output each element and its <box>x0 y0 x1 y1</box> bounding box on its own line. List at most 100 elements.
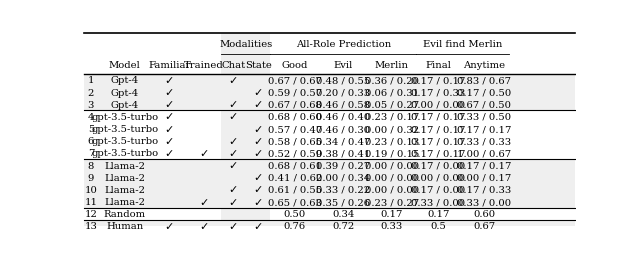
Text: 0.33 / 0.22: 0.33 / 0.22 <box>316 185 371 194</box>
Text: gpt-3.5-turbo: gpt-3.5-turbo <box>91 137 158 146</box>
Text: 6: 6 <box>88 137 94 146</box>
Bar <box>221 171 271 184</box>
Text: 0.58 / 0.65: 0.58 / 0.65 <box>268 137 322 146</box>
Bar <box>221 196 271 208</box>
Text: ✓: ✓ <box>164 88 174 98</box>
Text: 0.57 / 0.47: 0.57 / 0.47 <box>268 124 322 134</box>
Text: 0.61 / 0.55: 0.61 / 0.55 <box>268 185 322 194</box>
Text: ✓: ✓ <box>228 221 238 231</box>
Bar <box>221 123 271 135</box>
Text: 0.17 / 0.33: 0.17 / 0.33 <box>457 185 511 194</box>
Bar <box>221 184 271 196</box>
Text: 0.17 / 0.00: 0.17 / 0.00 <box>411 185 465 194</box>
Text: 12: 12 <box>84 210 97 218</box>
Text: ✓: ✓ <box>199 197 209 207</box>
Text: 0.05 / 0.27: 0.05 / 0.27 <box>365 100 419 109</box>
Bar <box>221 111 271 123</box>
Text: 0.00 / 0.00: 0.00 / 0.00 <box>365 185 419 194</box>
Text: 0.67: 0.67 <box>473 221 495 231</box>
Bar <box>84 196 575 208</box>
Text: ✓: ✓ <box>228 161 238 170</box>
Text: Gpt-4: Gpt-4 <box>111 88 139 97</box>
Text: 0.17 / 0.17: 0.17 / 0.17 <box>457 161 511 170</box>
Bar <box>221 135 271 147</box>
Text: 0.33: 0.33 <box>381 221 403 231</box>
Bar <box>84 74 575 87</box>
Text: Chat: Chat <box>221 61 245 70</box>
Text: ✓: ✓ <box>228 76 238 86</box>
Text: 0.00 / 0.32: 0.00 / 0.32 <box>365 124 419 134</box>
Bar <box>221 208 271 220</box>
Text: 0.68 / 0.60: 0.68 / 0.60 <box>268 113 322 121</box>
Text: 0.83 / 0.67: 0.83 / 0.67 <box>457 76 511 85</box>
Text: ✓: ✓ <box>228 197 238 207</box>
Bar <box>221 99 271 111</box>
Text: 0.00 / 0.00: 0.00 / 0.00 <box>411 100 465 109</box>
Text: 0.33 / 0.50: 0.33 / 0.50 <box>457 113 511 121</box>
Text: Evil: Evil <box>333 61 353 70</box>
Text: 0.46 / 0.40: 0.46 / 0.40 <box>316 113 371 121</box>
Text: Modalities: Modalities <box>219 40 272 49</box>
Text: ✓: ✓ <box>164 124 174 134</box>
Text: ✓: ✓ <box>164 100 174 110</box>
Text: 0.17 / 0.17: 0.17 / 0.17 <box>457 124 511 134</box>
Text: Good: Good <box>282 61 308 70</box>
Text: ✓: ✓ <box>253 172 263 183</box>
Text: 0.33 / 0.00: 0.33 / 0.00 <box>411 197 465 206</box>
Text: Random: Random <box>104 210 146 218</box>
Text: Evil find Merlin: Evil find Merlin <box>423 40 502 49</box>
Text: 0.23 / 0.17: 0.23 / 0.17 <box>365 113 419 121</box>
Bar <box>221 87 271 99</box>
Text: gpt-3.5-turbo: gpt-3.5-turbo <box>91 113 158 121</box>
Text: Llama-2: Llama-2 <box>104 197 145 206</box>
Bar <box>84 87 575 99</box>
Text: ✓: ✓ <box>253 185 263 195</box>
Bar <box>221 220 271 232</box>
Text: ✓: ✓ <box>253 221 263 231</box>
Text: 0.67 / 0.50: 0.67 / 0.50 <box>457 100 511 109</box>
Text: ✓: ✓ <box>253 100 263 110</box>
Text: 13: 13 <box>84 221 97 231</box>
Text: Llama-2: Llama-2 <box>104 173 145 182</box>
Text: 9: 9 <box>88 173 94 182</box>
Text: 0.20 / 0.33: 0.20 / 0.33 <box>316 88 371 97</box>
Text: 0.68 / 0.61: 0.68 / 0.61 <box>268 161 322 170</box>
Text: 0.34 / 0.47: 0.34 / 0.47 <box>316 137 371 146</box>
Text: 0.46 / 0.58: 0.46 / 0.58 <box>316 100 371 109</box>
Text: 0.5: 0.5 <box>430 221 446 231</box>
Text: Llama-2: Llama-2 <box>104 161 145 170</box>
Text: 0.67 / 0.67: 0.67 / 0.67 <box>268 76 322 85</box>
Text: 0.76: 0.76 <box>284 221 306 231</box>
Text: 0.33 / 0.00: 0.33 / 0.00 <box>457 197 511 206</box>
Text: ✓: ✓ <box>253 148 263 158</box>
Text: 0.00 / 0.17: 0.00 / 0.17 <box>457 173 511 182</box>
Text: gpt-3.5-turbo: gpt-3.5-turbo <box>91 149 158 158</box>
Bar <box>84 220 575 232</box>
Text: ✓: ✓ <box>228 136 238 146</box>
Text: Trained: Trained <box>184 61 224 70</box>
Text: ✓: ✓ <box>253 88 263 98</box>
Text: Familiar: Familiar <box>148 61 191 70</box>
Text: 0.23 / 0.13: 0.23 / 0.13 <box>365 137 419 146</box>
Text: 0.35 / 0.26: 0.35 / 0.26 <box>316 197 371 206</box>
Text: 8: 8 <box>88 161 94 170</box>
Text: Anytime: Anytime <box>463 61 506 70</box>
Text: 1.00 / 0.67: 1.00 / 0.67 <box>457 149 511 158</box>
Text: Final: Final <box>425 61 451 70</box>
Text: 0.00 / 0.00: 0.00 / 0.00 <box>411 173 465 182</box>
Text: 0.17 / 0.00: 0.17 / 0.00 <box>411 161 465 170</box>
Text: 0.38 / 0.41: 0.38 / 0.41 <box>316 149 371 158</box>
Text: 0.17: 0.17 <box>381 210 403 218</box>
Text: 0.19 / 0.15: 0.19 / 0.15 <box>365 149 419 158</box>
Text: Merlin: Merlin <box>375 61 409 70</box>
Text: Gpt-4: Gpt-4 <box>111 100 139 109</box>
Bar <box>84 159 575 171</box>
Text: 0.36 / 0.20: 0.36 / 0.20 <box>365 76 419 85</box>
Bar <box>84 99 575 111</box>
Text: ✓: ✓ <box>199 221 209 231</box>
Text: 0.17 / 0.17: 0.17 / 0.17 <box>411 124 465 134</box>
Text: 0.60: 0.60 <box>473 210 495 218</box>
Text: All-Role Prediction: All-Role Prediction <box>296 40 391 49</box>
Text: 4: 4 <box>88 113 94 121</box>
Text: 0.17 / 0.50: 0.17 / 0.50 <box>457 88 511 97</box>
